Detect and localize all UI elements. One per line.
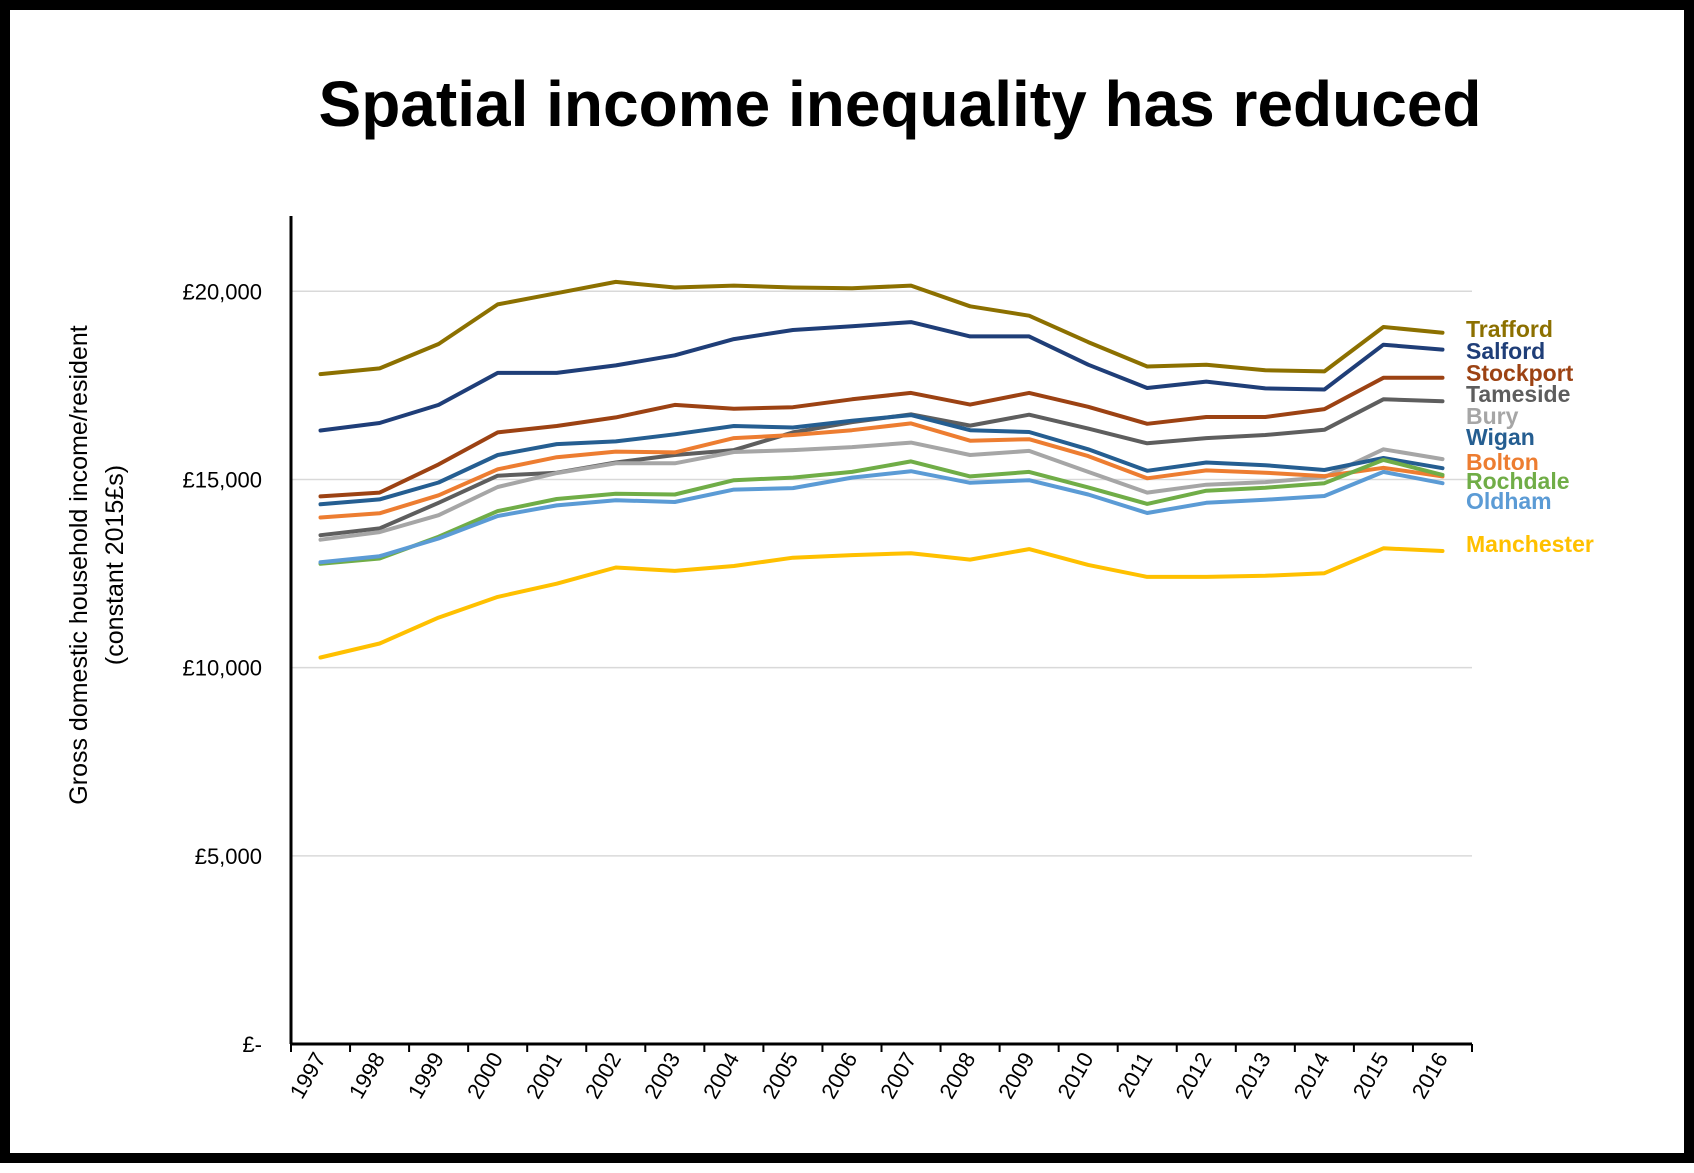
- x-tick-label: 2014: [1289, 1048, 1335, 1103]
- y-tick-label: £5,000: [195, 844, 262, 869]
- series-line-salford: [318, 320, 1445, 433]
- axes: [289, 216, 1472, 1046]
- x-tick-label: 1997: [285, 1048, 331, 1103]
- series-line-manchester: [318, 546, 1445, 660]
- series-label-stockport: Stockport: [1466, 360, 1574, 386]
- x-tick-label: 2001: [521, 1048, 567, 1103]
- y-tick-label: £15,000: [182, 467, 262, 492]
- series-label-trafford: Trafford: [1466, 316, 1553, 342]
- x-tick-label: 2004: [698, 1048, 744, 1103]
- y-axis-label: Gross domestic household income/resident…: [65, 325, 129, 804]
- series-label-oldham: Oldham: [1466, 488, 1552, 514]
- y-tick-label: £10,000: [182, 656, 262, 681]
- x-tick-label: 1998: [344, 1048, 390, 1103]
- y-tick-label: £-: [242, 1032, 262, 1057]
- x-tick-label: 1999: [403, 1048, 449, 1103]
- series-label-salford: Salford: [1466, 338, 1545, 364]
- series-line-bury: [318, 440, 1445, 542]
- x-tick-label: 2008: [934, 1048, 980, 1103]
- series-label-tameside: Tameside: [1466, 381, 1570, 407]
- x-tick-label: 2011: [1112, 1048, 1157, 1101]
- series-label-wigan: Wigan: [1466, 424, 1535, 450]
- line-chart: Spatial income inequality has reduced Gr…: [65, 68, 1594, 1103]
- x-tick-label: 2003: [639, 1048, 685, 1103]
- x-tick-label: 2015: [1348, 1048, 1394, 1103]
- series-labels: TraffordSalfordStockportTamesideBuryWiga…: [1466, 316, 1594, 557]
- x-tick-label: 2006: [816, 1048, 862, 1103]
- series-lines: [318, 279, 1445, 660]
- series-line-oldham: [318, 469, 1445, 565]
- x-tick-label: 2005: [757, 1048, 803, 1103]
- x-tick-label: 2012: [1170, 1048, 1216, 1103]
- y-axis-ticks: £- £5,000 £10,000 £15,000 £20,000: [182, 279, 262, 1057]
- x-tick-label: 2000: [462, 1048, 508, 1103]
- series-label-manchester: Manchester: [1466, 531, 1594, 557]
- x-tick-label: 2016: [1407, 1048, 1453, 1103]
- x-tick-label: 2009: [993, 1048, 1039, 1103]
- x-tick-label: 2013: [1230, 1048, 1276, 1103]
- y-axis-label-line2: (constant 2015£s): [101, 465, 129, 665]
- x-tick-label: 2002: [580, 1048, 626, 1103]
- x-tick-label: 2010: [1052, 1048, 1098, 1103]
- chart-title: Spatial income inequality has reduced: [319, 68, 1482, 140]
- x-tick-label: 2007: [875, 1048, 921, 1103]
- series-line-trafford: [318, 279, 1445, 377]
- y-tick-label: £20,000: [182, 279, 262, 304]
- series-line-rochdale: [318, 457, 1445, 566]
- series-line-wigan: [318, 413, 1445, 507]
- x-axis-ticks: 1997 1998 1999 2000 2001 2002 2003 2004 2005 2006…: [285, 1044, 1473, 1103]
- y-axis-label-line1: Gross domestic household income/resident: [65, 325, 93, 804]
- series-line-stockport: [318, 375, 1445, 499]
- series-label-bury: Bury: [1466, 403, 1519, 429]
- series-label-bolton: Bolton: [1466, 449, 1539, 475]
- series-label-rochdale: Rochdale: [1466, 468, 1570, 494]
- series-line-bolton: [318, 421, 1445, 520]
